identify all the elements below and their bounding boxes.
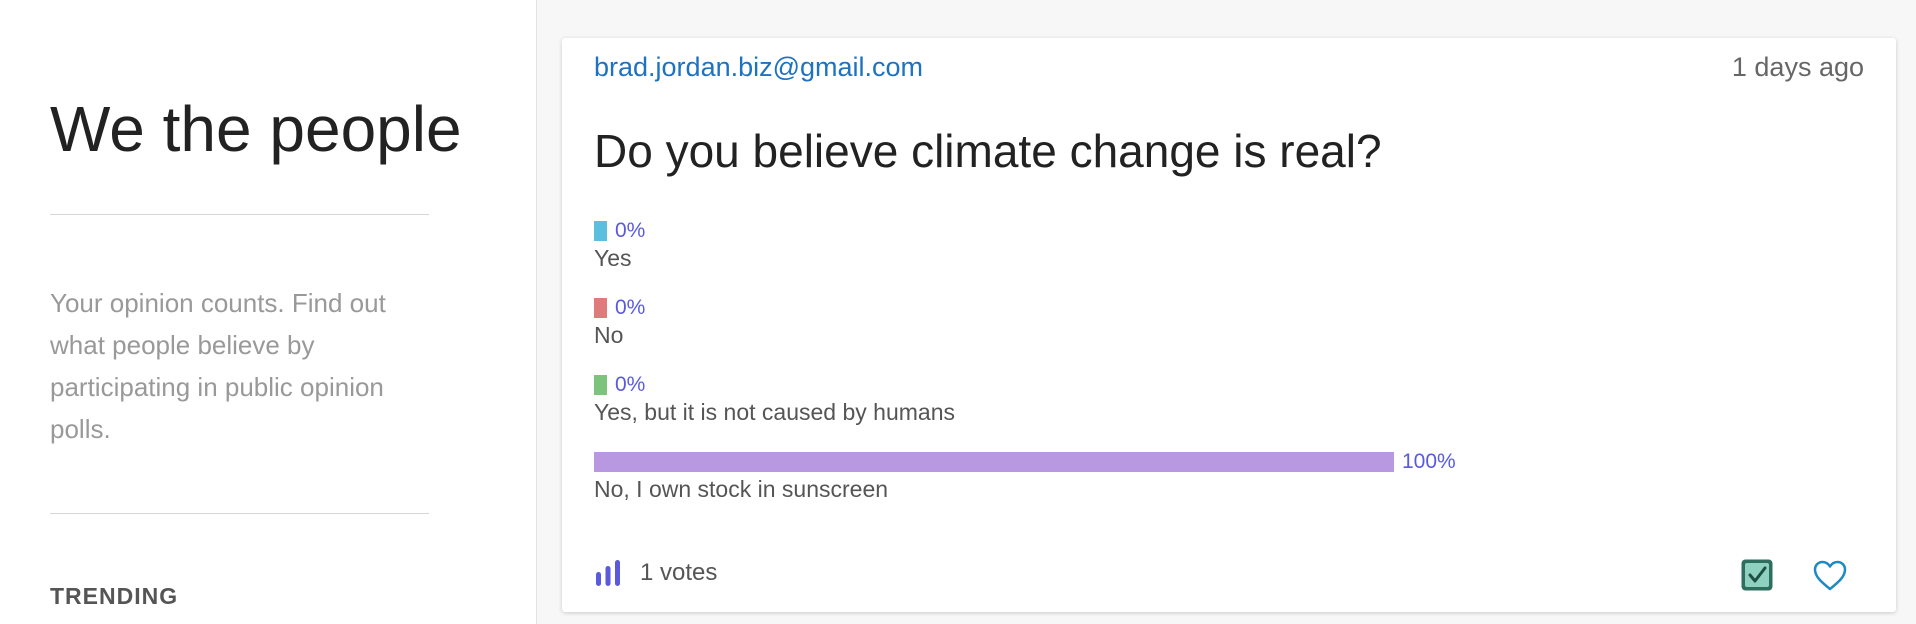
poll-option-bar-row: 0%: [594, 219, 1794, 242]
poll-option-bar: [594, 452, 1394, 472]
poll-option-no[interactable]: 0% No: [594, 296, 1794, 349]
site-tagline: Your opinion counts. Find out what peopl…: [50, 288, 386, 444]
trending-heading: TRENDING: [50, 583, 179, 609]
voted-checkbox[interactable]: [1740, 558, 1774, 592]
poll-question: Do you believe climate change is real?: [594, 125, 1382, 177]
sidebar-divider-top: [50, 214, 429, 215]
sidebar-divider-bottom: [50, 513, 429, 514]
poll-author-link[interactable]: brad.jordan.biz@gmail.com: [594, 52, 924, 82]
poll-option-sunscreen[interactable]: 100% No, I own stock in sunscreen: [594, 450, 1794, 503]
site-title: We the people: [50, 93, 462, 165]
poll-option-bar: [594, 298, 607, 318]
poll-option-yes-not-humans[interactable]: 0% Yes, but it is not caused by humans: [594, 373, 1794, 426]
bar-chart-icon: [596, 560, 620, 586]
poll-timestamp: 1 days ago: [1731, 52, 1864, 82]
poll-option-label: No: [594, 322, 624, 348]
poll-option-percent: 0%: [615, 373, 646, 396]
poll-option-label: Yes: [594, 245, 632, 271]
vote-count-text: 1 votes: [640, 559, 718, 586]
sidebar: We the people Your opinion counts. Find …: [0, 0, 537, 624]
poll-option-label: No, I own stock in sunscreen: [594, 476, 889, 502]
poll-option-yes[interactable]: 0% Yes: [594, 219, 1794, 272]
poll-option-bar-row: 0%: [594, 373, 1794, 396]
vote-count: 1 votes: [594, 558, 717, 588]
heart-icon: [1813, 560, 1847, 591]
favorite-button[interactable]: [1812, 558, 1848, 594]
poll-option-bar: [594, 221, 607, 241]
poll-option-percent: 0%: [615, 296, 646, 319]
poll-option-bar-row: 0%: [594, 296, 1794, 319]
poll-option-bar-row: 100%: [594, 450, 1794, 473]
poll-option-bar: [594, 375, 607, 395]
checkbox-checked-icon: [1741, 559, 1773, 591]
poll-option-percent: 100%: [1402, 450, 1456, 473]
poll-card: brad.jordan.biz@gmail.com 1 days ago Do …: [562, 38, 1896, 612]
poll-option-percent: 0%: [615, 219, 646, 242]
poll-option-label: Yes, but it is not caused by humans: [594, 399, 955, 425]
